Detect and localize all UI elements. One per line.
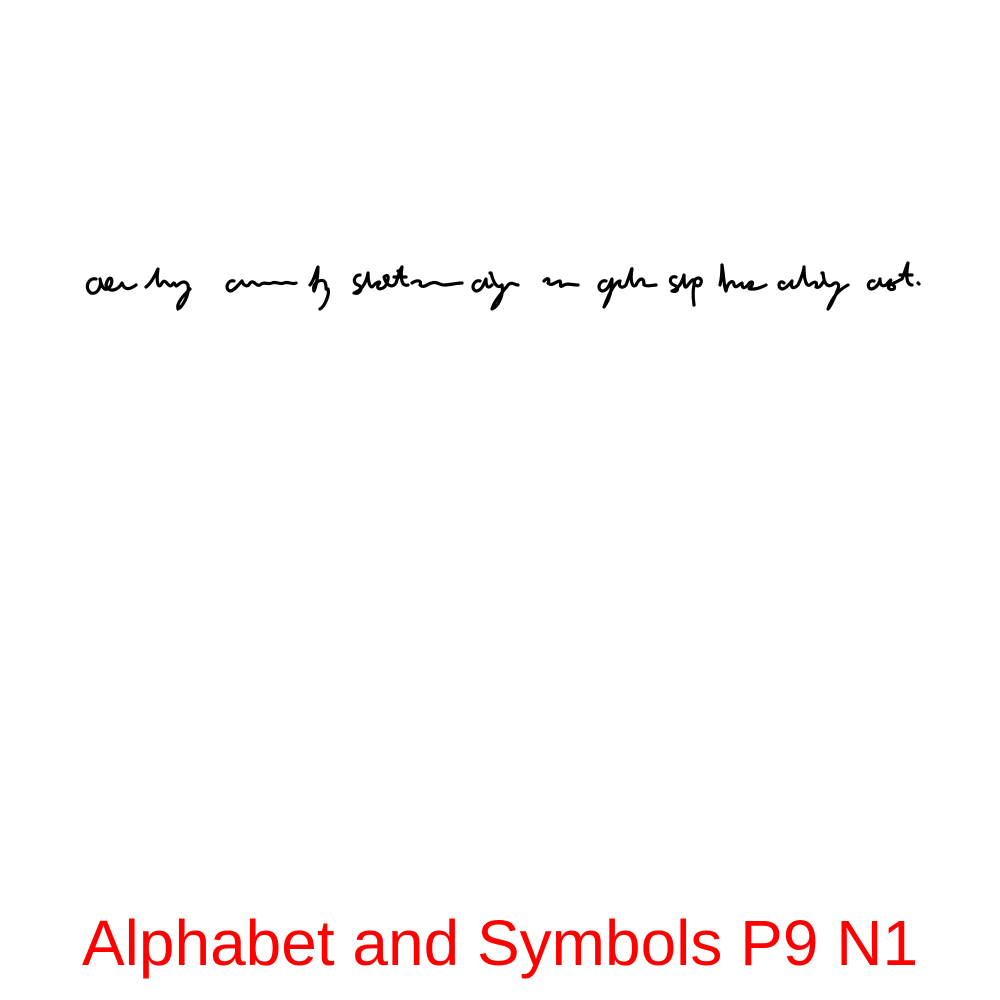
handwritten-word xyxy=(225,279,298,293)
handwritten-word xyxy=(718,263,768,293)
page-caption: Alphabet and Symbols P9 N1 xyxy=(81,907,919,979)
handwritten-word xyxy=(777,265,850,311)
handwritten-word xyxy=(85,276,138,295)
handwritten-word xyxy=(542,277,580,288)
handwritten-word xyxy=(597,267,658,309)
handwritten-word xyxy=(352,265,410,295)
handwritten-word xyxy=(668,273,703,307)
handwritten-word xyxy=(144,267,192,311)
handwritten-word xyxy=(866,261,921,292)
handwritten-word xyxy=(410,279,464,288)
handwritten-line xyxy=(85,261,921,311)
handwritten-word xyxy=(471,271,520,311)
handwritten-word xyxy=(308,265,330,311)
